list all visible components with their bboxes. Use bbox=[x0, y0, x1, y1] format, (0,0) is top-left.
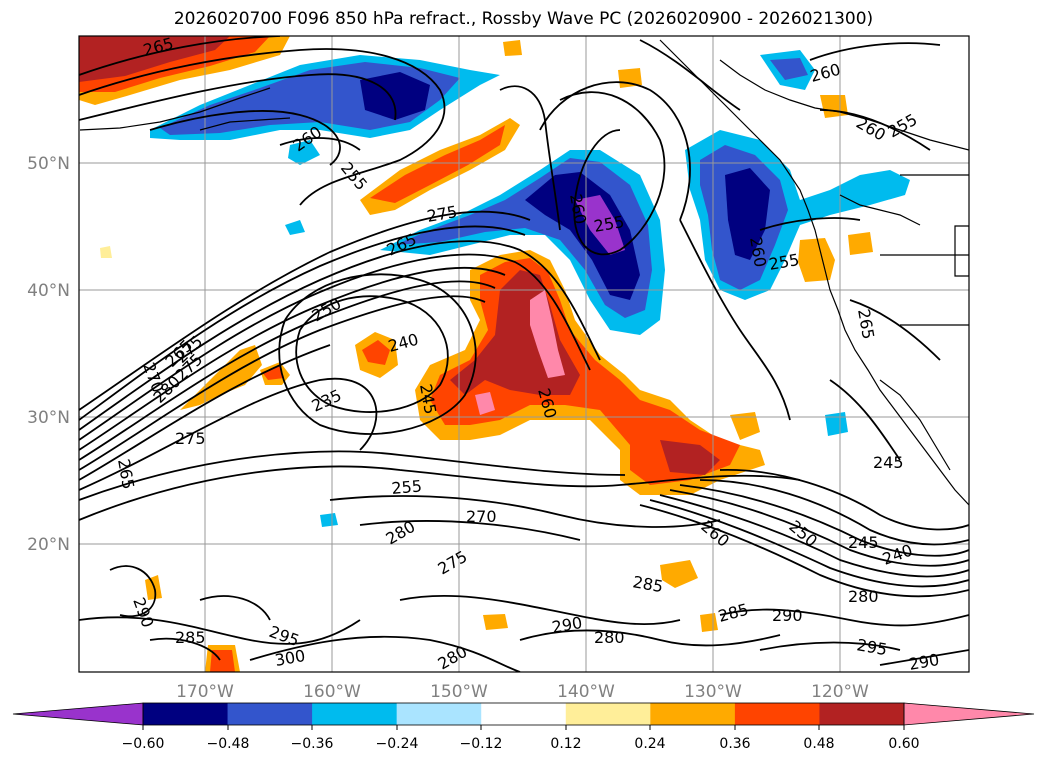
coastlines bbox=[79, 39, 969, 506]
colorbar-tick-label: −0.12 bbox=[460, 736, 503, 752]
colorbar: −0.60 −0.48 −0.36 −0.24 −0.12 0.12 0.24 0.36 0.4… bbox=[12, 702, 1035, 752]
shaded-anomalies bbox=[79, 36, 910, 672]
colorbar-extend-min bbox=[12, 702, 144, 726]
lon-label-160w: 160°W bbox=[303, 682, 361, 702]
colorbar-segment bbox=[143, 703, 229, 725]
colorbar-tick-label: 0.12 bbox=[550, 736, 581, 752]
colorbar-tick-label: 0.60 bbox=[888, 736, 919, 752]
colorbar-segment bbox=[734, 703, 820, 725]
refractivity-contours bbox=[79, 36, 969, 672]
contour-label: 255 bbox=[391, 476, 423, 498]
colorbar-tick-label: −0.36 bbox=[291, 736, 334, 752]
contour-label: 270 bbox=[466, 507, 497, 526]
lat-label-50n: 50°N bbox=[27, 154, 70, 174]
colorbar-segment bbox=[819, 703, 905, 725]
colorbar-segment bbox=[650, 703, 736, 725]
colorbar-segment bbox=[396, 703, 482, 725]
colorbar-tick-label: −0.60 bbox=[122, 736, 165, 752]
contour-label: 290 bbox=[772, 606, 803, 625]
contour-label: 280 bbox=[848, 587, 879, 606]
lon-label-120w: 120°W bbox=[811, 682, 869, 702]
lon-label-130w: 130°W bbox=[684, 682, 742, 702]
contour-label: 245 bbox=[873, 453, 904, 472]
colorbar-tick-label: 0.36 bbox=[719, 736, 750, 752]
lat-label-20n: 20°N bbox=[27, 535, 70, 555]
lat-axis: 50°N 40°N 30°N 20°N bbox=[27, 154, 70, 555]
colorbar-segment bbox=[227, 703, 313, 725]
colorbar-segment bbox=[312, 703, 398, 725]
colorbar-extend-max bbox=[903, 702, 1035, 726]
contour-label: 275 bbox=[175, 429, 206, 448]
lat-label-40n: 40°N bbox=[27, 281, 70, 301]
contour-label: 285 bbox=[175, 628, 206, 647]
colorbar-tick-label: −0.48 bbox=[207, 736, 250, 752]
colorbar-segment bbox=[481, 703, 567, 725]
lon-label-170w: 170°W bbox=[176, 682, 234, 702]
plot-frame bbox=[78, 35, 970, 673]
graticule bbox=[79, 36, 969, 672]
colorbar-tick-label: 0.24 bbox=[634, 736, 665, 752]
colorbar-tick-label: −0.24 bbox=[376, 736, 419, 752]
lon-label-150w: 150°W bbox=[430, 682, 488, 702]
chart-title: 2026020700 F096 850 hPa refract., Rossby… bbox=[173, 9, 874, 29]
colorbar-segment bbox=[565, 703, 651, 725]
lon-axis: 170°W 160°W 150°W 140°W 130°W 120°W bbox=[176, 682, 869, 702]
lon-label-140w: 140°W bbox=[557, 682, 615, 702]
lat-label-30n: 30°N bbox=[27, 408, 70, 428]
contour-label: 245 bbox=[848, 533, 879, 552]
contour-label: 280 bbox=[594, 628, 625, 647]
colorbar-tick-label: 0.48 bbox=[803, 736, 834, 752]
